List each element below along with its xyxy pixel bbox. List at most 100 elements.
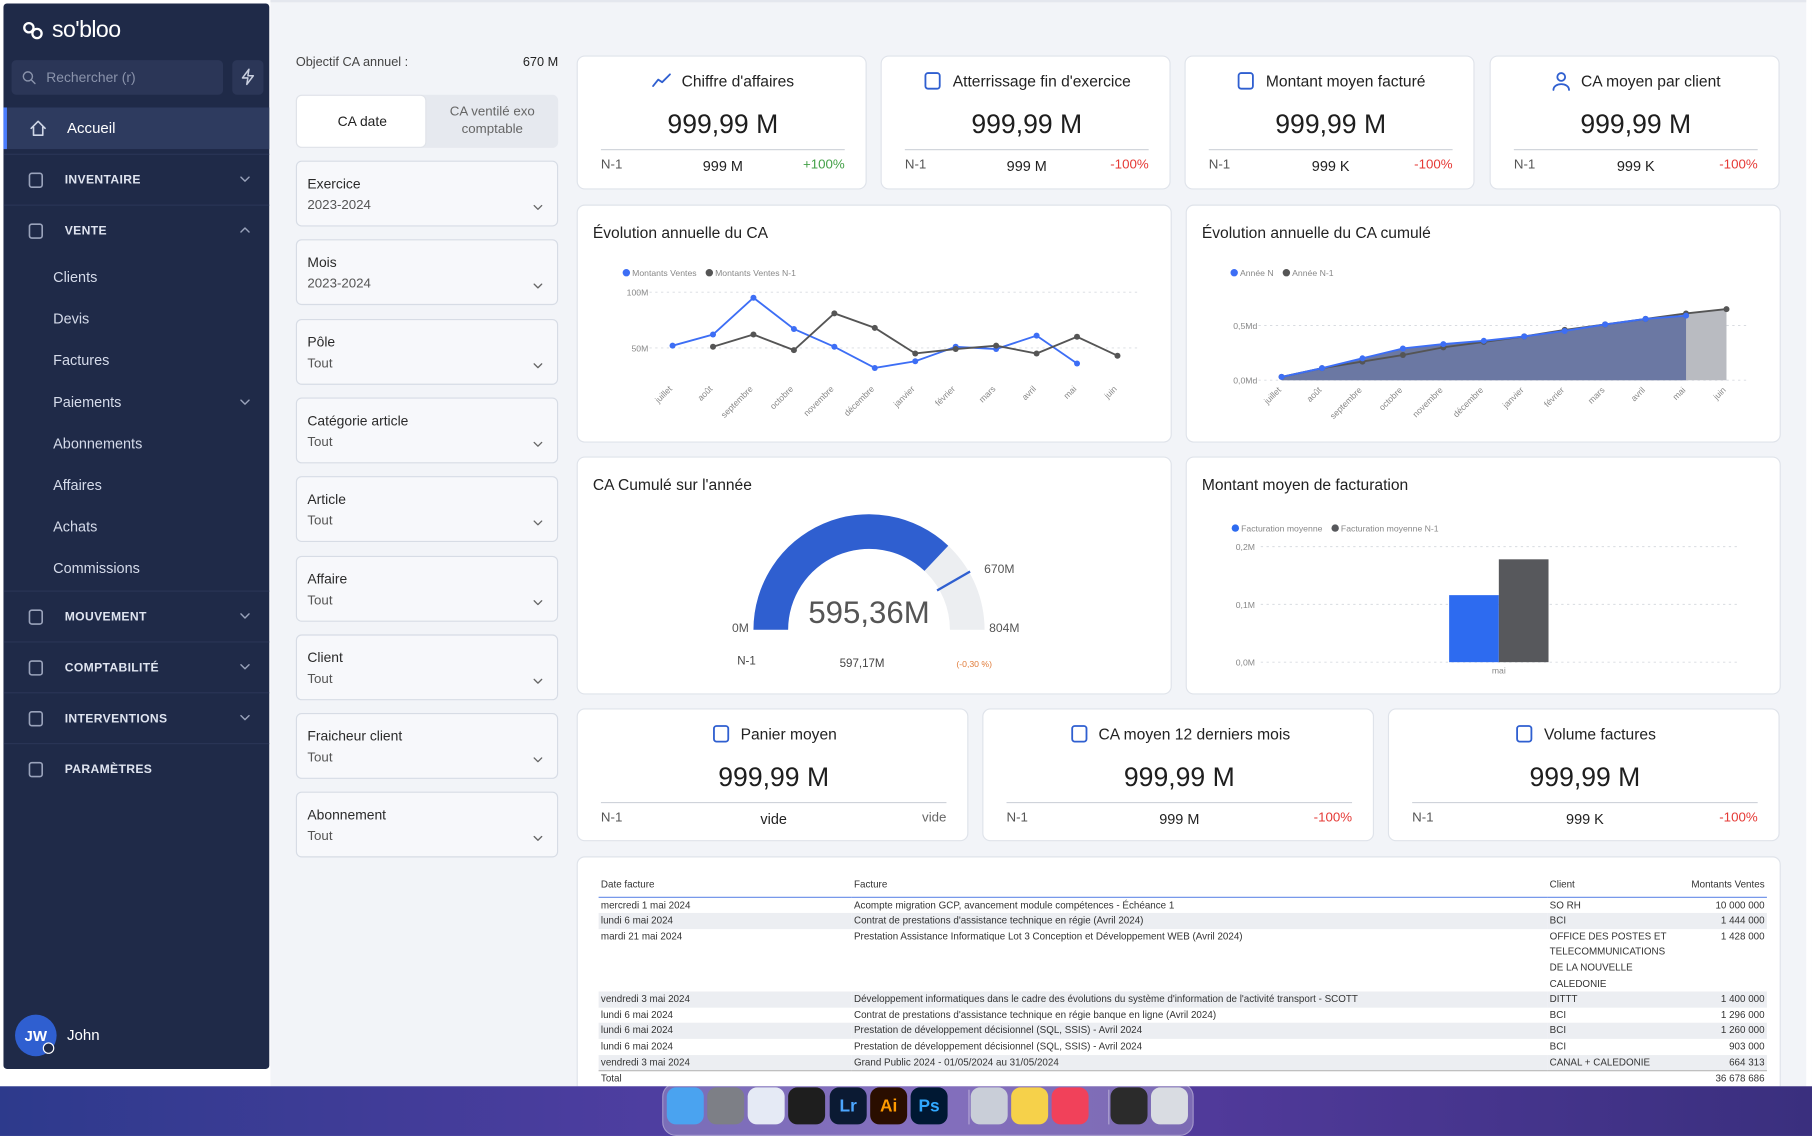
kpi-prev-value: 999 M bbox=[1159, 811, 1200, 828]
icon bbox=[533, 520, 543, 526]
submenu-item[interactable]: Factures bbox=[3, 340, 269, 382]
logo-ring bbox=[23, 21, 35, 34]
x-tick-label: septembre bbox=[1328, 385, 1364, 421]
kpi-value: 999,99 M bbox=[1529, 761, 1641, 792]
table-row[interactable]: lundi 6 mai 2024 Prestation de développem… bbox=[599, 1039, 1767, 1055]
dock-app[interactable] bbox=[970, 1087, 1008, 1125]
table-row[interactable]: vendredi 3 mai 2024 Grand Public 2024 - 0… bbox=[598, 1054, 1767, 1071]
menu-label: INVENTAIRE bbox=[64, 173, 141, 188]
filter-value: Tout bbox=[307, 751, 333, 766]
quick-action[interactable] bbox=[232, 60, 264, 95]
filter-value: Tout bbox=[307, 356, 333, 371]
submenu-item[interactable]: Commissions bbox=[3, 548, 269, 590]
filter-field[interactable]: Catégorie article Tout bbox=[295, 397, 559, 464]
dock-app[interactable]: Ps bbox=[910, 1087, 948, 1125]
icon bbox=[241, 68, 255, 86]
x-tick-label: juin bbox=[1711, 385, 1728, 402]
table-header: Date facture Facture Client Montants Ventes bbox=[598, 877, 1767, 897]
table-cell: 1 428 000 bbox=[1720, 930, 1765, 942]
legend-label: Montants Ventes N-1 bbox=[715, 268, 796, 278]
menu-section[interactable]: INVENTAIRE bbox=[3, 153, 270, 205]
table-row[interactable]: lundi 6 mai 2024 Contrat de prestations d… bbox=[599, 1007, 1767, 1023]
x-tick-label: août bbox=[695, 383, 714, 402]
filter-field[interactable]: Mois 2023-2024 bbox=[295, 239, 559, 306]
bar bbox=[1449, 595, 1499, 663]
filter-label: Catégorie article bbox=[307, 412, 409, 429]
x-tick-label: mars bbox=[1586, 384, 1607, 405]
chart: 670M 0M 804M 595,36M N-1 597,17M (-0,30 %) bbox=[732, 514, 1020, 670]
kpi-divider bbox=[1412, 801, 1758, 804]
filter-value: Tout bbox=[307, 514, 333, 529]
filter-field[interactable]: Fraicheur client Tout bbox=[295, 713, 559, 779]
x-tick-label: octobre bbox=[768, 384, 796, 412]
table-row[interactable]: mardi 21 mai 2024 Prestation Assistance I… bbox=[599, 929, 1767, 992]
search-box[interactable]: Rechercher (r) bbox=[11, 60, 224, 95]
dock-app[interactable] bbox=[1150, 1087, 1188, 1125]
point bbox=[1074, 333, 1081, 340]
menu-section[interactable]: PARAMÈTRES bbox=[3, 743, 270, 794]
filter-field[interactable]: Article Tout bbox=[295, 476, 559, 543]
filter-label: Article bbox=[307, 491, 346, 508]
dock-app[interactable] bbox=[1110, 1087, 1148, 1125]
menu-label: MOUVEMENT bbox=[64, 610, 147, 625]
submenu-item[interactable]: Abonnements bbox=[3, 423, 269, 465]
dock-app[interactable]: Ai bbox=[870, 1087, 908, 1125]
submenu-item[interactable]: Paiements bbox=[3, 381, 269, 423]
point bbox=[1074, 360, 1081, 367]
kpi-value: 999,99 M bbox=[1123, 761, 1235, 792]
submenu-label: Clients bbox=[53, 269, 98, 286]
tab[interactable]: CA date bbox=[295, 94, 427, 148]
table-cell: Prestation Assistance Informatique Lot 3… bbox=[853, 930, 1243, 942]
menu-section[interactable]: INTERVENTIONS bbox=[3, 692, 270, 743]
column-header: Client bbox=[1549, 878, 1575, 890]
chart: Montants Ventes Montants Ventes N-1 50M 100… bbox=[622, 268, 1141, 420]
point bbox=[790, 347, 797, 354]
x-tick-label: juillet bbox=[1261, 385, 1283, 407]
kpi-header: Volume factures bbox=[1389, 722, 1778, 745]
submenu-item[interactable]: Achats bbox=[3, 506, 269, 548]
dock-app[interactable] bbox=[747, 1087, 785, 1125]
submenu-item[interactable]: Clients bbox=[3, 257, 269, 299]
point bbox=[710, 343, 717, 350]
tab[interactable]: CA ventilé exo comptable bbox=[426, 95, 558, 148]
filter-label: Mois bbox=[307, 254, 337, 271]
kpi-header: Panier moyen bbox=[578, 722, 967, 745]
table-row[interactable]: mercredi 1 mai 2024 Acompte migration GCP… bbox=[599, 897, 1767, 913]
filter-field[interactable]: Pôle Tout bbox=[295, 318, 559, 385]
dock-app[interactable] bbox=[666, 1087, 704, 1125]
menu-section[interactable]: MOUVEMENT bbox=[3, 590, 270, 642]
logo-mark bbox=[23, 21, 43, 40]
table-row[interactable]: vendredi 3 mai 2024 Développement informa… bbox=[598, 991, 1767, 1008]
kpi-header: CA moyen par client bbox=[1491, 69, 1779, 92]
submenu-item[interactable]: Devis bbox=[3, 298, 269, 340]
x-tick-label: janvier bbox=[1500, 385, 1526, 411]
point bbox=[1642, 315, 1649, 322]
icon bbox=[533, 678, 543, 684]
kpi-title: Panier moyen bbox=[740, 725, 837, 743]
table-row[interactable]: lundi 6 mai 2024 Prestation de développem… bbox=[598, 1023, 1767, 1039]
submenu-item[interactable]: Affaires bbox=[3, 465, 269, 507]
menu-section[interactable]: VENTE bbox=[3, 204, 270, 256]
dock-app[interactable] bbox=[1011, 1087, 1049, 1125]
filter-field[interactable]: Affaire Tout bbox=[295, 555, 559, 622]
point bbox=[912, 358, 919, 365]
table-row[interactable]: lundi 6 mai 2024 Contrat de prestations d… bbox=[598, 913, 1767, 929]
x-tick-label: mai bbox=[1671, 385, 1688, 402]
glyph bbox=[28, 761, 43, 778]
filter-field[interactable]: Abonnement Tout bbox=[295, 792, 559, 858]
submenu-label: Paiements bbox=[53, 394, 122, 411]
filter-value: Tout bbox=[307, 593, 333, 608]
dock-app[interactable] bbox=[1051, 1087, 1089, 1125]
menu-section[interactable]: COMPTABILITÉ bbox=[3, 641, 270, 692]
menu-item[interactable]: Accueil bbox=[3, 107, 270, 150]
submenu-label: Factures bbox=[53, 352, 110, 369]
dock-app[interactable] bbox=[707, 1087, 745, 1125]
filter-field[interactable]: Exercice 2023-2024 bbox=[295, 160, 559, 227]
dock-app[interactable] bbox=[788, 1087, 826, 1125]
chevron bbox=[533, 599, 543, 605]
point bbox=[871, 324, 878, 331]
table-cell: Acompte migration GCP, avancement module… bbox=[853, 898, 1175, 911]
dock-app[interactable]: Lr bbox=[829, 1087, 867, 1125]
filter-field[interactable]: Client Tout bbox=[295, 634, 559, 701]
chart-title: Évolution annuelle du CA cumulé bbox=[1201, 224, 1431, 242]
